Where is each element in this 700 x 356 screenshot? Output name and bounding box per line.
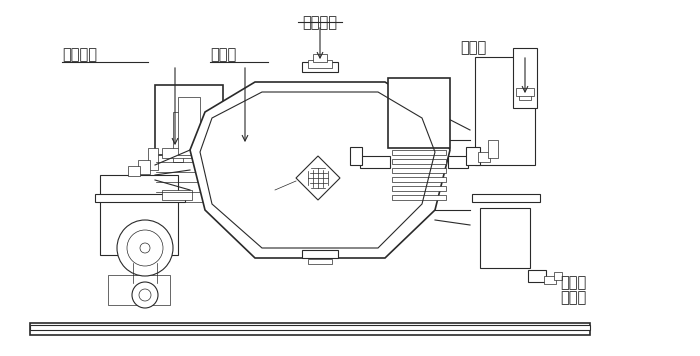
Bar [480, 232, 530, 250]
Bar [392, 177, 446, 182]
Circle shape [117, 220, 173, 276]
Bar [148, 148, 158, 170]
Polygon shape [296, 156, 340, 200]
Bar [302, 62, 338, 72]
Bar [554, 272, 562, 280]
Text: 密封座: 密封座 [210, 47, 237, 63]
Polygon shape [190, 82, 450, 258]
Circle shape [139, 289, 151, 301]
Bar [308, 60, 332, 68]
Bar [392, 150, 446, 155]
Text: 進熱源: 進熱源 [460, 41, 486, 56]
Bar [162, 148, 192, 158]
Bar [30, 323, 590, 335]
Circle shape [140, 243, 150, 253]
Bar [516, 88, 534, 96]
Bar [544, 276, 556, 284]
Bar [478, 152, 490, 162]
Bar [220, 156, 238, 168]
Bar [162, 190, 192, 200]
Bar [519, 90, 531, 100]
Bar [448, 156, 468, 168]
Bar [466, 147, 480, 165]
Bar [472, 194, 540, 202]
Bar [263, 156, 273, 168]
Bar [235, 147, 265, 165]
Bar [128, 166, 140, 176]
Bar [480, 208, 530, 268]
Text: 旋轉接頭: 旋轉接頭 [62, 47, 97, 63]
Text: www.ganzaoji.cc: www.ganzaoji.cc [245, 201, 395, 219]
Bar [392, 168, 446, 173]
Text: 旋轉接頭: 旋轉接頭 [302, 15, 337, 30]
Bar [302, 250, 338, 258]
Bar [392, 186, 446, 191]
Bar [173, 112, 183, 162]
Bar [95, 194, 185, 202]
Circle shape [127, 230, 163, 266]
Bar [360, 156, 390, 168]
Bar [30, 325, 590, 330]
Bar [308, 259, 332, 264]
Bar [178, 97, 200, 155]
Text: 或回流: 或回流 [560, 290, 587, 305]
Bar [100, 175, 178, 255]
Bar [475, 57, 535, 165]
Circle shape [132, 282, 158, 308]
Bar [155, 85, 223, 155]
Bar [388, 78, 450, 148]
Bar [313, 54, 327, 62]
Bar [513, 48, 537, 108]
Text: 冷凝器: 冷凝器 [560, 276, 587, 290]
Bar [350, 147, 362, 165]
Bar [108, 275, 170, 305]
Bar [528, 270, 546, 282]
Bar [392, 159, 446, 164]
Bar [138, 160, 150, 174]
Bar [488, 140, 498, 158]
Bar [392, 195, 446, 200]
